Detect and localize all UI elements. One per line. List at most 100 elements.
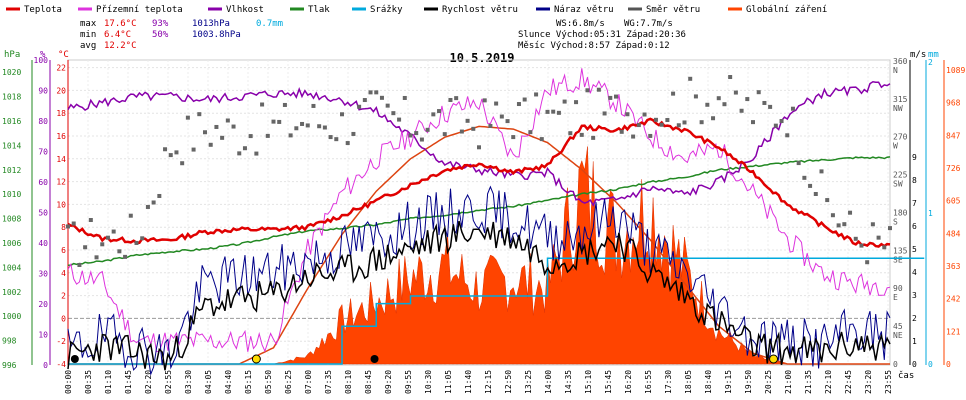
wind-dir-mark [123,254,128,259]
tick-ms: 8 [912,176,917,185]
tick-humidity: 0 [43,361,48,370]
tick-time: 05:50 [264,370,273,394]
tick-radiation: 605 [946,197,961,206]
wind-dir-mark [140,236,145,241]
tick-time: 11:05 [444,370,453,394]
sun-marker [769,354,779,364]
tick-humidity: 60 [38,178,48,187]
tick-time: 04:40 [224,370,233,394]
stat-pressure: 1013hPa [192,19,230,29]
wind-dir-mark [288,133,293,138]
wind-dir-mark [477,145,481,150]
tick-wind-dir: 0 [893,360,898,369]
wind-dir-mark [882,245,887,250]
wind-dir-mark [168,153,173,158]
wind-dir-mark [425,127,430,132]
wind-dir-mark [808,183,813,188]
wind-dir-mark [819,169,824,174]
legend-label: Rychlost větru [442,5,518,15]
wind-dir-mark [83,245,88,250]
series-humidity [67,81,891,207]
wind-dir-mark [608,95,613,100]
wind-dir-mark [180,161,185,166]
tick-time: 08:45 [364,370,373,394]
tick-humidity: 50 [38,209,48,218]
wind-dir-mark [539,137,544,142]
wind-dir-mark [802,175,807,180]
tick-time: 13:25 [524,370,533,394]
wind-dir-mark [505,119,510,124]
tick-time: 11:40 [464,370,473,394]
stat-humidity: 93% [152,19,169,29]
tick-time: 22:10 [824,370,833,394]
tick-time: 19:50 [744,370,753,394]
tick-time: 21:00 [784,370,793,394]
wind-dir-mark [642,112,647,117]
tick-humidity: 90 [38,87,48,96]
tick-wind-dir-label: NW [893,104,903,113]
wind-dir-mark [705,102,710,107]
tick-hpa: 996 [2,361,17,370]
tick-time: 09:55 [404,370,413,394]
tick-wind-dir: 360 [893,57,908,66]
series-temp [67,117,891,248]
wind-dir-mark [345,141,350,146]
wind-dir-mark [311,103,316,108]
wind-dir-mark [756,90,761,95]
axis-unit-mm: mm [928,50,939,60]
tick-wind-dir-label: W [893,142,898,151]
tick-mm: 1 [928,209,933,218]
tick-wind-dir: 135 [893,246,908,255]
wind-dir-mark [699,120,704,125]
wind-dir-mark [260,102,265,107]
tick-temp: 2 [61,292,66,301]
wind-dir-mark [688,76,693,81]
tick-hpa: 998 [2,337,17,346]
tick-time: 00:35 [84,370,93,394]
tick-time: 18:40 [704,370,713,394]
tick-time: 01:10 [104,370,113,394]
wind-dir-mark [813,191,818,196]
wind-dir-mark [653,117,658,122]
tick-time: 20:25 [764,370,773,394]
wind-dir-mark [442,132,447,137]
tick-mm: 2 [928,58,933,67]
tick-hpa: 1014 [2,141,21,150]
tick-time: 18:05 [684,370,693,394]
tick-hpa: 1020 [2,68,21,77]
tick-radiation: 968 [946,99,961,108]
tick-time: 23:20 [864,370,873,394]
wind-dir-mark [419,137,424,142]
axis-unit-temp: °C [58,50,69,60]
info-wg: WG:7.7m/s [624,19,673,29]
wind-dir-mark [282,102,287,107]
tick-time: 01:45 [124,370,133,394]
wind-dir-mark [751,120,755,125]
wind-dir-mark [265,133,270,138]
tick-time: 00:00 [64,370,73,394]
tick-temp: 18 [56,109,66,118]
wind-dir-mark [676,123,681,128]
tick-hpa: 1016 [2,117,21,126]
wind-dir-mark [768,104,773,109]
tick-mm: 0 [928,360,933,369]
wind-dir-mark [163,147,168,152]
wind-dir-mark [648,133,653,138]
wind-dir-mark [716,96,721,101]
tick-wind-dir-label: NE [893,331,903,340]
wind-dir-mark [397,117,402,122]
series-wind-speed [67,220,891,371]
wind-dir-mark [853,236,858,241]
wind-dir-mark [379,95,384,100]
tick-time: 15:45 [604,370,613,394]
tick-hpa: 1010 [2,190,21,199]
wind-dir-mark [494,101,499,106]
tick-temp: 4 [61,269,66,278]
tick-radiation: 363 [946,262,961,271]
wind-dir-mark [665,118,670,123]
tick-temp: 0 [61,314,66,323]
wind-dir-mark [830,213,835,218]
wind-dir-mark [437,109,442,114]
tick-radiation: 0 [946,360,951,369]
